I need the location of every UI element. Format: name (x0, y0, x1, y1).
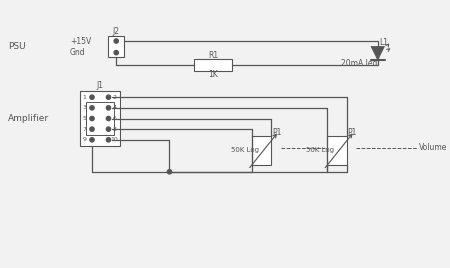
Bar (252, 136, 271, 165)
Circle shape (106, 127, 111, 131)
Text: 50K Log: 50K Log (306, 147, 334, 154)
Text: 5: 5 (82, 116, 86, 121)
Text: P1: P1 (272, 128, 282, 137)
Text: J2: J2 (112, 27, 120, 36)
Text: 4: 4 (112, 105, 116, 110)
Text: 1K: 1K (208, 70, 218, 79)
Circle shape (106, 95, 111, 99)
Bar (327, 136, 347, 165)
Polygon shape (371, 46, 384, 60)
Text: L1: L1 (380, 38, 389, 47)
Text: 7: 7 (82, 127, 86, 132)
Text: J1: J1 (96, 81, 103, 90)
Circle shape (167, 170, 171, 174)
Text: 50K Log: 50K Log (230, 147, 258, 154)
Text: 10: 10 (110, 137, 118, 142)
Text: 9: 9 (82, 137, 86, 142)
Circle shape (90, 106, 94, 110)
Circle shape (114, 39, 118, 43)
Text: PSU: PSU (8, 42, 25, 51)
Circle shape (114, 50, 118, 55)
Text: R1: R1 (208, 51, 218, 60)
Text: 20mA led: 20mA led (341, 59, 377, 68)
Text: Volume: Volume (419, 143, 448, 152)
Bar (194, 59, 233, 71)
Bar (86, 102, 114, 135)
Text: 8: 8 (112, 127, 116, 132)
Circle shape (90, 95, 94, 99)
Circle shape (106, 138, 111, 142)
Text: P1: P1 (348, 128, 357, 137)
Circle shape (90, 138, 94, 142)
Circle shape (90, 116, 94, 121)
Bar (81, 91, 120, 146)
Text: 1: 1 (82, 95, 86, 100)
Text: +15V: +15V (70, 36, 91, 46)
Text: 3: 3 (82, 105, 86, 110)
Circle shape (106, 116, 111, 121)
Text: 6: 6 (112, 116, 116, 121)
Circle shape (90, 127, 94, 131)
Text: Amplifier: Amplifier (8, 114, 49, 123)
Text: 2: 2 (112, 95, 116, 100)
Bar (108, 36, 124, 57)
Text: Gnd: Gnd (70, 48, 86, 57)
Circle shape (106, 106, 111, 110)
